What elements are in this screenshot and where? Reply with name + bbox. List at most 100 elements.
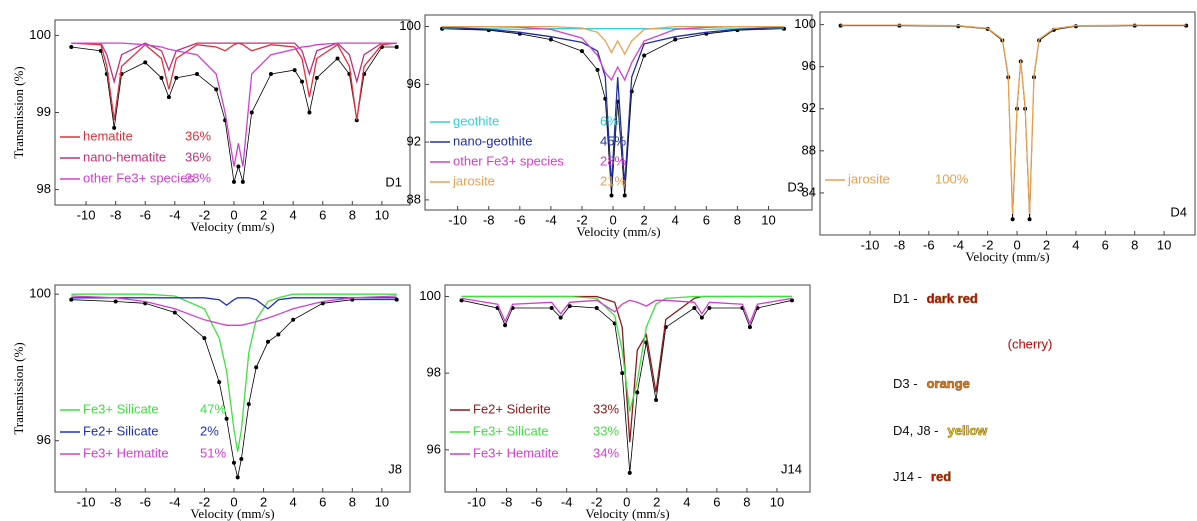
data-point	[503, 323, 508, 328]
data-point	[276, 332, 281, 337]
data-point	[747, 325, 752, 330]
x-tick-label: -8	[894, 237, 906, 252]
x-tick-label: 0	[609, 212, 616, 227]
color-key-color: dark red	[927, 291, 978, 306]
y-axis-label: Transmission (%)	[11, 342, 26, 434]
data-point	[254, 365, 259, 370]
component-line	[461, 297, 793, 326]
color-key-row: D4, J8 - yellow	[893, 423, 988, 438]
x-tick-label: 8	[1131, 237, 1138, 252]
x-axis-label: Velocity (mm/s)	[585, 506, 669, 521]
data-point	[707, 306, 712, 310]
data-point	[673, 37, 678, 42]
data-point	[394, 44, 399, 49]
x-tick-label: 6	[319, 494, 326, 509]
x-tick-label: -4	[952, 237, 964, 252]
color-key-color: red	[931, 469, 951, 484]
component-line	[461, 295, 792, 412]
legend-share: 36%	[185, 128, 211, 143]
data-point	[635, 390, 640, 395]
legend-share: 2%	[200, 423, 219, 438]
data-point	[174, 75, 179, 80]
y-tick-label: 96	[407, 76, 421, 91]
color-key-sample: D3 -	[893, 376, 918, 391]
legend-share: 36%	[185, 149, 211, 164]
x-tick-label: 10	[1157, 237, 1171, 252]
data-point	[292, 68, 297, 73]
data-point	[627, 470, 632, 475]
y-axis-label: Transmission (%)	[11, 66, 26, 158]
legend-share: 28%	[600, 153, 626, 168]
x-tick-label: -10	[467, 494, 486, 509]
component-line	[71, 42, 397, 121]
x-tick-label: -8	[110, 207, 122, 222]
x-tick-label: 10	[375, 207, 389, 222]
data-line	[461, 299, 793, 473]
y-tick-label: 88	[407, 191, 421, 206]
x-tick-label: 8	[743, 494, 750, 509]
legend-label: Fe3+ Hematite	[83, 445, 169, 460]
y-tick-label: 96	[37, 432, 51, 447]
legend-share: 6%	[600, 113, 619, 128]
data-point	[239, 457, 244, 462]
x-tick-label: 4	[683, 494, 690, 509]
x-tick-label: 6	[319, 207, 326, 222]
color-key-sample: D4, J8 -	[893, 423, 939, 438]
data-point	[567, 304, 572, 309]
legend-label: geothite	[453, 113, 499, 128]
data-point	[642, 53, 647, 58]
x-tick-label: 6	[1102, 237, 1109, 252]
x-tick-label: 0	[230, 207, 237, 222]
x-tick-label: 4	[672, 212, 679, 227]
data-point	[609, 193, 614, 198]
data-point	[595, 67, 600, 72]
data-point	[594, 306, 599, 310]
x-tick-label: 0	[1013, 237, 1020, 252]
data-point	[394, 297, 399, 302]
data-line	[71, 299, 397, 478]
y-tick-label: 84	[802, 184, 816, 199]
x-tick-label: -2	[982, 237, 994, 252]
color-key-row: D3 - orange	[893, 376, 970, 391]
component-line	[840, 24, 1187, 215]
data-point	[143, 60, 148, 65]
data-point	[159, 75, 164, 80]
x-tick-label: 4	[290, 494, 297, 509]
component-line	[442, 26, 785, 186]
x-tick-label: 2	[641, 212, 648, 227]
x-tick-label: 10	[770, 494, 784, 509]
sample-label: D3	[787, 179, 804, 194]
y-tick-label: 98	[37, 181, 51, 196]
legend-share: 21%	[600, 173, 626, 188]
data-point	[224, 416, 229, 421]
legend-label: jarosite	[847, 171, 890, 186]
data-point	[217, 380, 222, 385]
data-point	[314, 75, 319, 80]
y-tick-label: 100	[419, 288, 441, 303]
legend-label: other Fe3+ species	[453, 153, 564, 168]
data-point	[195, 71, 199, 76]
color-key-row: J14 - red	[893, 469, 951, 484]
legend-label: Fe3+ Hematite	[473, 445, 559, 460]
x-tick-label: -10	[861, 237, 880, 252]
y-tick-label: 92	[802, 100, 816, 115]
component-line	[71, 293, 397, 452]
x-tick-label: 0	[230, 494, 237, 509]
x-axis-label: Velocity (mm/s)	[965, 249, 1049, 264]
sample-label: D1	[385, 174, 402, 189]
data-point	[307, 110, 312, 115]
legend-label: Fe2+ Siderite	[473, 401, 551, 416]
plot-frame	[819, 11, 1196, 236]
x-tick-label: 8	[349, 207, 356, 222]
legend-share: 33%	[593, 401, 619, 416]
data-point	[246, 402, 251, 407]
y-tick-label: 100	[794, 16, 816, 31]
component-line	[442, 25, 784, 82]
x-tick-label: -2	[591, 494, 603, 509]
legend-label: Fe2+ Silicate	[83, 423, 159, 438]
x-tick-label: -4	[169, 207, 181, 222]
x-tick-label: -10	[448, 212, 467, 227]
data-point	[300, 79, 305, 84]
plot-frame	[424, 14, 813, 211]
x-tick-label: 4	[290, 207, 297, 222]
